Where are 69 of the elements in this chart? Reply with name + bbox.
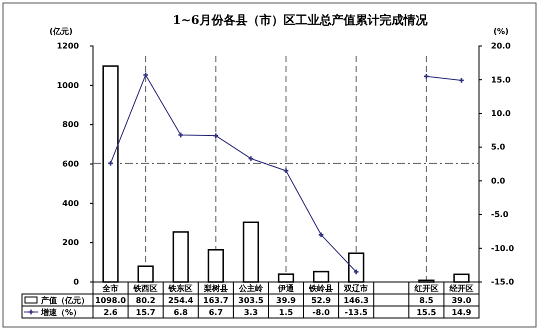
point <box>108 161 113 166</box>
point <box>318 232 324 238</box>
legend-label: 产值（亿元） <box>40 296 89 305</box>
point <box>424 74 429 79</box>
data-label: 14.9 <box>452 308 472 317</box>
x-tick-label: 梨树县 <box>202 284 228 293</box>
data-label: 146.3 <box>344 296 369 305</box>
bar <box>312 270 330 283</box>
y2-tick-label: 0.0 <box>491 176 506 186</box>
data-label: 6.7 <box>208 308 223 317</box>
point <box>143 72 148 78</box>
x-tick-label: 伊通 <box>277 284 295 293</box>
y2-tick-label: -15.0 <box>491 278 514 287</box>
legend-label: 增速（%） <box>40 308 82 317</box>
data-label: 303.5 <box>238 296 264 305</box>
data-label: 1098.0 <box>95 296 126 305</box>
y2-tick-label: 15.0 <box>491 75 512 84</box>
data-label: 8.5 <box>419 296 434 305</box>
data-label: 163.7 <box>203 296 228 305</box>
data-label: 39.0 <box>452 296 472 305</box>
data-label: 39.9 <box>276 296 296 305</box>
x-tick-label: 红开区 <box>413 284 438 293</box>
point <box>248 156 254 161</box>
bar <box>208 249 224 283</box>
x-tick-label: 公主岭 <box>238 283 264 293</box>
point <box>354 270 359 274</box>
y2-tick-label: 20.0 <box>491 42 512 51</box>
point <box>284 168 288 174</box>
data-label: 80.2 <box>136 296 156 305</box>
data-label: 254.4 <box>168 296 194 305</box>
x-tick-label: 铁西区 <box>132 284 158 293</box>
chart-title: 1~6月份各县（市）区工业总产值累计完成情况 <box>172 13 428 27</box>
y-tick-label: 800 <box>62 120 80 130</box>
data-label: 52.9 <box>311 296 332 305</box>
data-label: 15.5 <box>416 308 437 317</box>
data-label: 6.8 <box>174 308 188 317</box>
data-label: -13.5 <box>344 308 368 317</box>
y2-axis-title: (%) <box>493 27 509 36</box>
y-tick-label: 400 <box>62 198 80 208</box>
y-tick-label: 1200 <box>56 42 80 51</box>
y2-tick-label: -5.0 <box>491 210 509 220</box>
data-label: 2.6 <box>103 308 118 317</box>
y2-tick-label: 10.0 <box>491 108 512 118</box>
y-tick-label: 0 <box>73 278 80 287</box>
y-tick-label: 200 <box>62 238 80 248</box>
y-axis-title: (亿元) <box>49 27 73 36</box>
data-label: 3.3 <box>244 308 258 317</box>
y2-tick-label: 5.0 <box>491 142 506 152</box>
y2-tick-label: -10.0 <box>491 244 514 253</box>
bar <box>242 222 260 283</box>
y-tick-label: 1000 <box>56 80 80 90</box>
x-tick-label: 经开区 <box>448 284 474 293</box>
x-tick-label: 铁岭县 <box>308 284 334 293</box>
data-label: 15.7 <box>136 308 156 317</box>
point <box>178 132 184 138</box>
data-label: -8.0 <box>312 308 330 317</box>
y-tick-label: 600 <box>62 160 80 169</box>
bar <box>138 265 154 283</box>
bar <box>453 274 470 283</box>
bar <box>278 273 294 283</box>
point <box>213 133 218 138</box>
x-tick-label: 铁东区 <box>168 284 193 293</box>
bar <box>348 252 364 283</box>
x-tick-label: 全市 <box>102 283 119 293</box>
bar <box>102 65 119 283</box>
data-label: 1.5 <box>278 308 294 317</box>
bar <box>172 231 189 283</box>
x-tick-label: 双辽市 <box>343 283 368 293</box>
point <box>459 78 464 83</box>
